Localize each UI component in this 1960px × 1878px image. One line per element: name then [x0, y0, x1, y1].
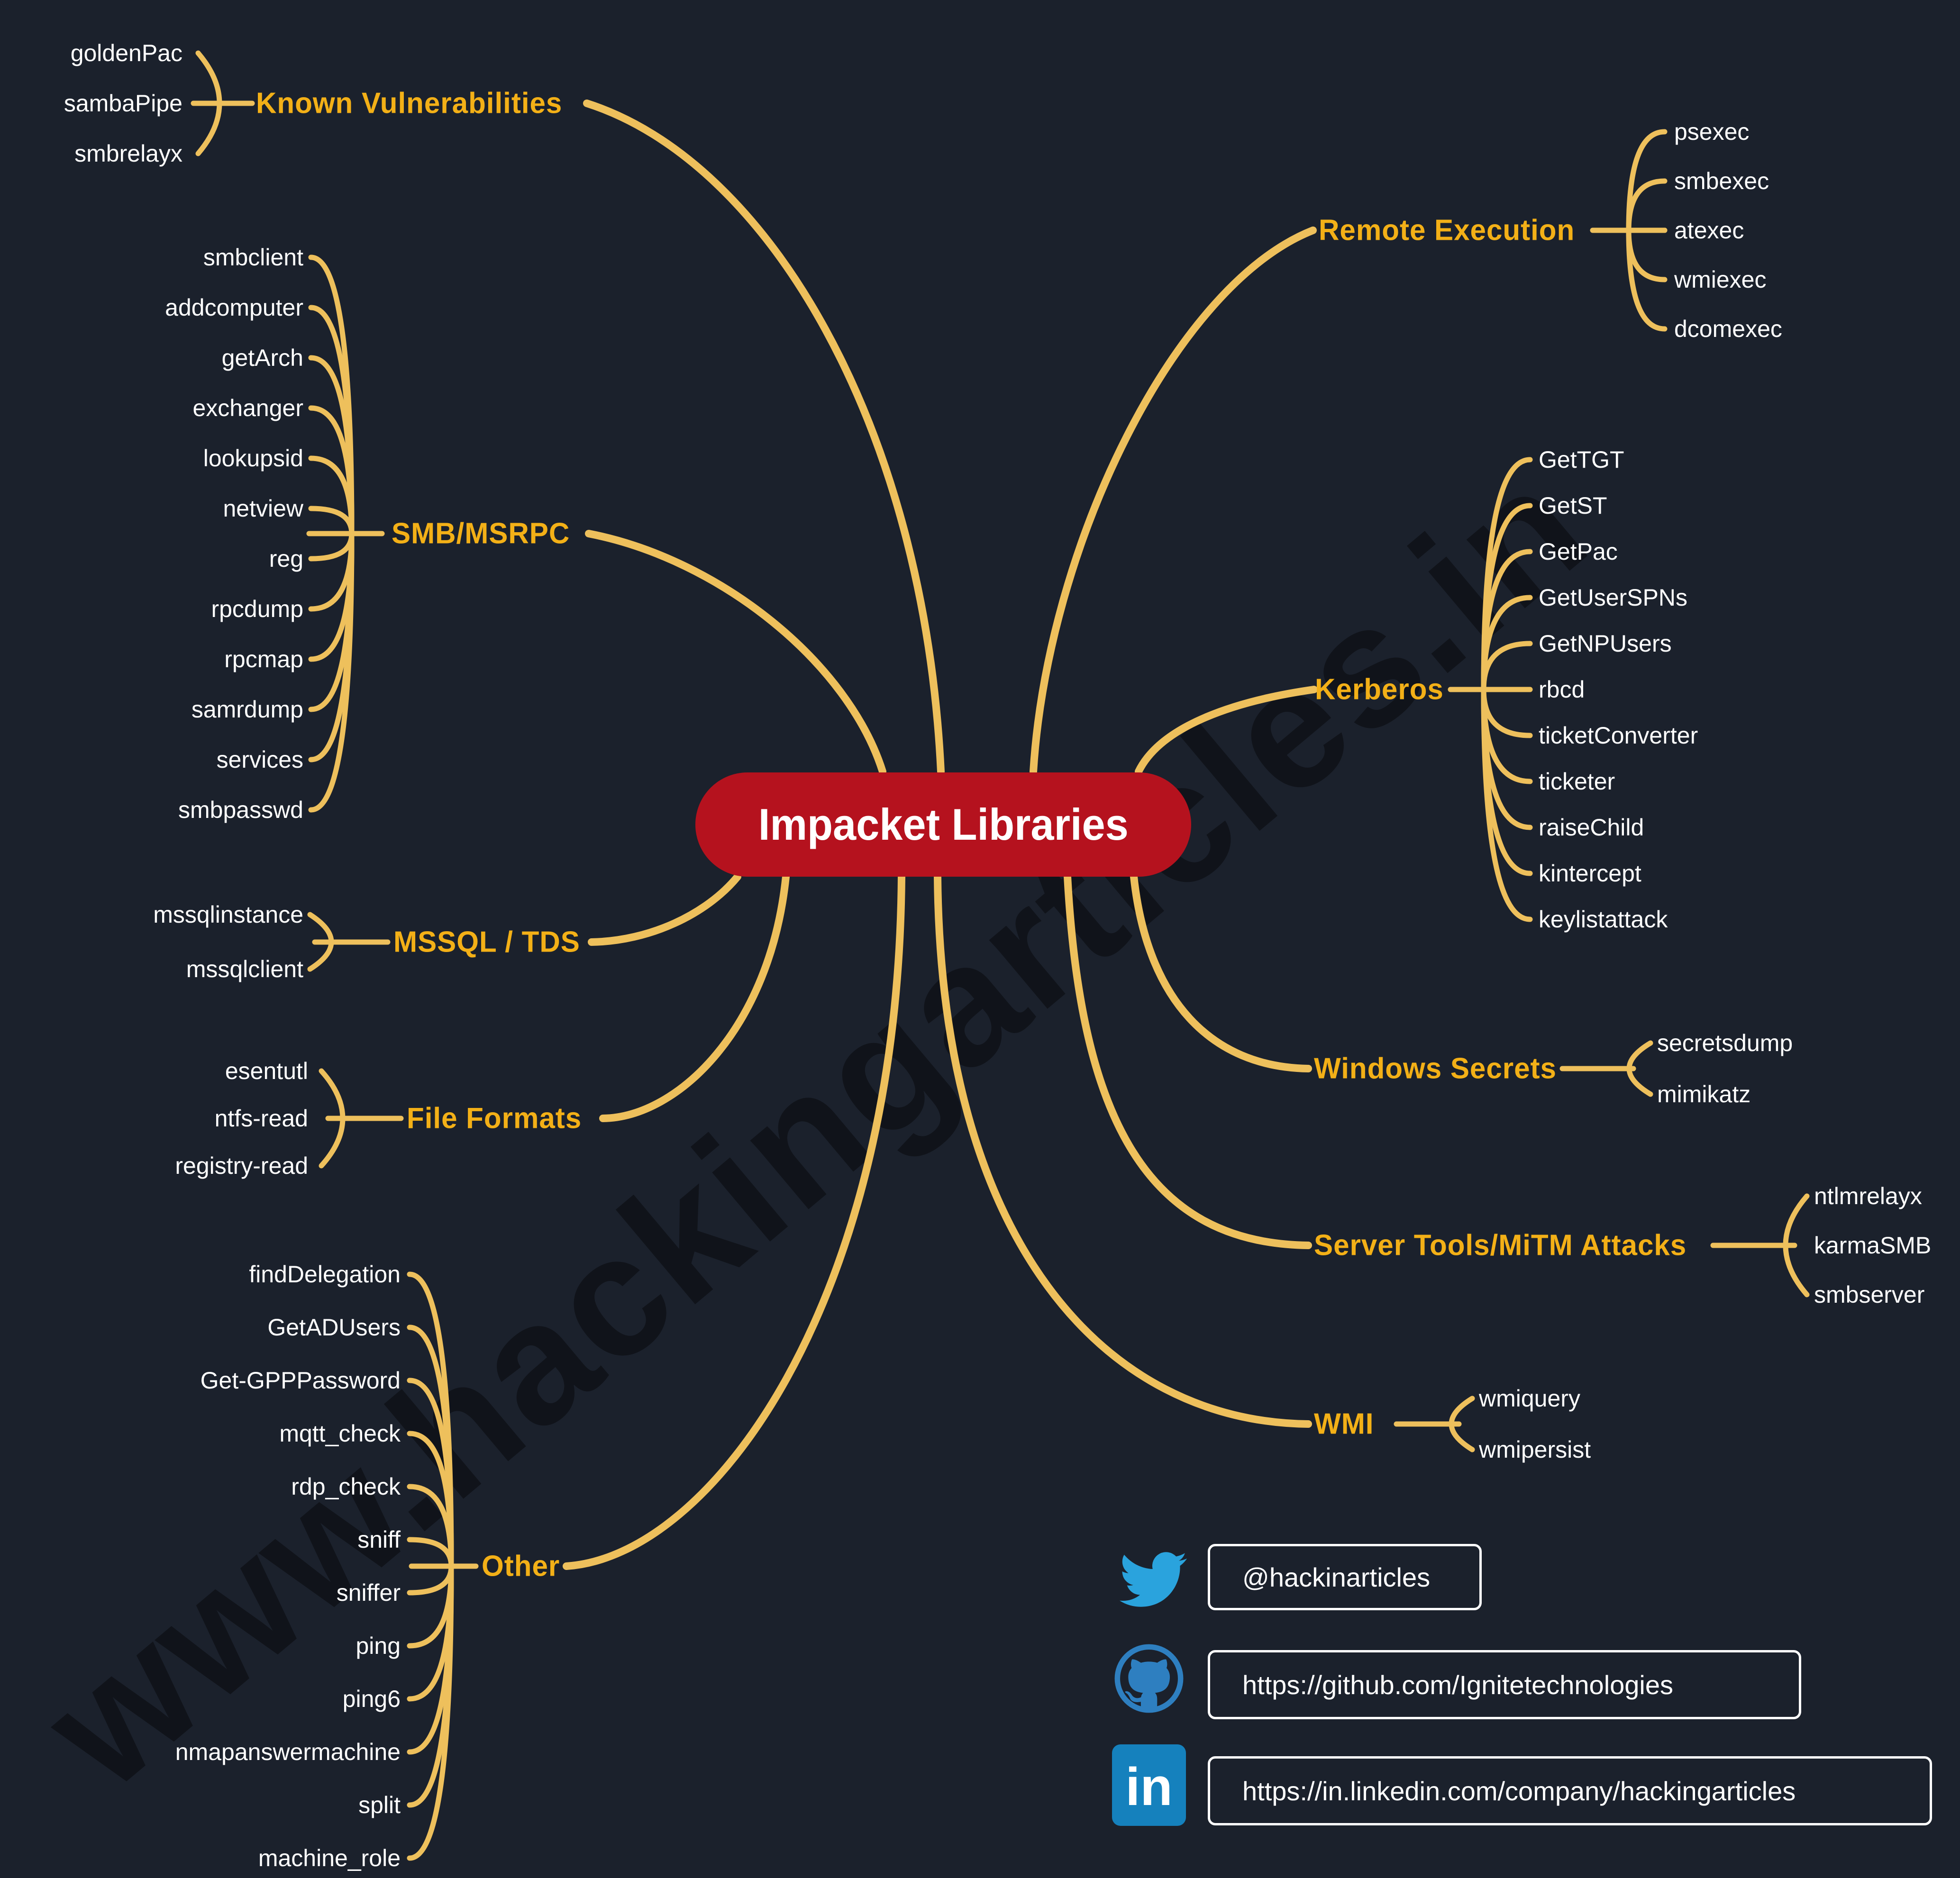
leaf-rdp-check: rdp_check	[291, 1473, 401, 1500]
leaf-atexec: atexec	[1674, 217, 1744, 244]
leaf-mssqlinstance: mssqlinstance	[153, 901, 303, 928]
linkedin-url-box[interactable]: https://in.linkedin.com/company/hackinga…	[1208, 1756, 1932, 1825]
leaf-karmasmb: karmaSMB	[1814, 1232, 1932, 1259]
branch-curve-kerberos	[1135, 686, 1318, 775]
leaf-services: services	[216, 746, 303, 773]
linkedin-icon[interactable]: in	[1112, 1744, 1186, 1826]
category-server-tools: Server Tools/MiTM Attacks	[1314, 1229, 1687, 1262]
leaf-machine-role: machine_role	[258, 1845, 401, 1871]
leaf-mssqlclient: mssqlclient	[186, 956, 303, 982]
leaf-exchanger: exchanger	[192, 395, 304, 421]
leaf-smbclient: smbclient	[203, 244, 303, 271]
leaf-lookupsid: lookupsid	[203, 445, 303, 472]
leaf-psexec: psexec	[1674, 118, 1750, 145]
leaf-rpcdump: rpcdump	[211, 596, 303, 622]
branch-curve-known-vulnerabilities	[583, 100, 945, 775]
leaf-samrdump: samrdump	[191, 696, 303, 723]
category-mssql-tds: MSSQL / TDS	[393, 925, 580, 959]
leaf-ticketconverter: ticketConverter	[1539, 722, 1698, 749]
leaf-wmiquery: wmiquery	[1479, 1385, 1580, 1412]
leaf-ntfs-read: ntfs-read	[214, 1105, 308, 1132]
leaf-smbpasswd: smbpasswd	[178, 797, 303, 823]
central-topic-node: Impacket Libraries	[695, 772, 1191, 877]
category-smb-msrpc: SMB/MSRPC	[392, 517, 570, 550]
github-url[interactable]: https://github.com/Ignitetechnologies	[1242, 1669, 1674, 1700]
category-remote-execution: Remote Execution	[1319, 214, 1575, 247]
leaf-secretsdump: secretsdump	[1657, 1030, 1793, 1056]
twitter-handle[interactable]: @hackinarticles	[1242, 1562, 1431, 1592]
branch-curve-remote-execution	[1030, 227, 1317, 775]
branch-curve-smb-msrpc	[585, 530, 886, 775]
category-file-formats: File Formats	[407, 1102, 582, 1135]
branch-curve-mssql-tds	[588, 873, 741, 946]
leaf-rpcmap: rpcmap	[224, 646, 303, 672]
leaf-mimikatz: mimikatz	[1657, 1081, 1751, 1107]
leaf-wmiexec: wmiexec	[1674, 266, 1767, 293]
branch-curve-wmi	[934, 873, 1312, 1428]
leaf-getadusers: GetADUsers	[267, 1314, 401, 1341]
github-url-box[interactable]: https://github.com/Ignitetechnologies	[1208, 1650, 1801, 1719]
leaf-smbrelayx: smbrelayx	[74, 140, 182, 167]
leaf-getarch: getArch	[221, 345, 303, 371]
leaf-addcomputer: addcomputer	[165, 294, 303, 321]
leaf-sambapipe: sambaPipe	[64, 90, 182, 117]
leaf-dcomexec: dcomexec	[1674, 316, 1782, 342]
category-wmi: WMI	[1314, 1407, 1374, 1441]
leaf-ticketer: ticketer	[1539, 768, 1615, 795]
leaf-getst: GetST	[1539, 492, 1607, 519]
leaf-getuserspns: GetUserSPNs	[1539, 584, 1687, 611]
leaf-kintercept: kintercept	[1539, 860, 1641, 887]
leaf-nmapanswermachine: nmapanswermachine	[175, 1739, 401, 1765]
category-other: Other	[482, 1550, 560, 1583]
leaf-getpac: GetPac	[1539, 538, 1618, 565]
leaf-connectors	[191, 50, 1810, 1861]
central-topic-title: Impacket Libraries	[758, 799, 1129, 849]
leaf-netview: netview	[223, 495, 303, 522]
leaf-ping6: ping6	[342, 1686, 401, 1712]
category-known-vulnerabilities: Known Vulnerabilities	[256, 87, 563, 120]
leaf-reg: reg	[269, 545, 303, 572]
leaf-get-gpppassword: Get-GPPPassword	[200, 1367, 401, 1394]
leaf-rbcd: rbcd	[1539, 676, 1585, 703]
branch-curve-other	[563, 873, 905, 1570]
github-icon[interactable]	[1114, 1643, 1184, 1714]
leaf-keylistattack: keylistattack	[1539, 906, 1668, 933]
leaf-esentutl: esentutl	[225, 1058, 308, 1084]
leaf-ping: ping	[356, 1633, 401, 1659]
leaf-split: split	[358, 1792, 401, 1818]
leaf-gettgt: GetTGT	[1539, 446, 1624, 473]
linkedin-glyph: in	[1125, 1757, 1173, 1816]
leaf-getnpusers: GetNPUsers	[1539, 630, 1672, 657]
branch-curve-windows-secrets	[1130, 873, 1312, 1072]
leaf-ntlmrelayx: ntlmrelayx	[1814, 1183, 1922, 1209]
leaf-registry-read: registry-read	[175, 1152, 308, 1179]
branch-curve-server-tools	[1064, 873, 1312, 1249]
linkedin-url[interactable]: https://in.linkedin.com/company/hackinga…	[1242, 1776, 1796, 1806]
leaf-raisechild: raiseChild	[1539, 814, 1644, 841]
leaf-sniff: sniff	[357, 1526, 401, 1553]
category-windows-secrets: Windows Secrets	[1314, 1052, 1557, 1085]
leaf-smbexec: smbexec	[1674, 168, 1769, 194]
twitter-handle-box[interactable]: @hackinarticles	[1208, 1544, 1482, 1610]
category-kerberos: Kerberos	[1315, 673, 1444, 706]
twitter-icon[interactable]	[1120, 1546, 1187, 1613]
leaf-goldenpac: goldenPac	[70, 40, 182, 66]
branch-curve-file-formats	[599, 873, 790, 1122]
leaf-mqtt-check: mqtt_check	[279, 1420, 401, 1447]
leaf-finddelegation: findDelegation	[249, 1261, 401, 1288]
leaf-smbserver: smbserver	[1814, 1281, 1925, 1308]
leaf-sniffer: sniffer	[336, 1579, 401, 1606]
leaf-wmipersist: wmipersist	[1479, 1436, 1591, 1463]
